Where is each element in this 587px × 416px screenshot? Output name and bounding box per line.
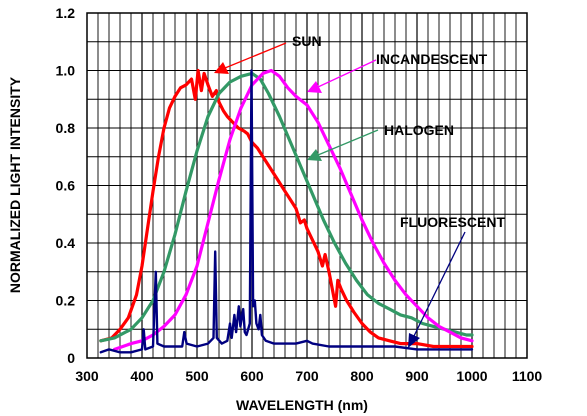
x-tick-label: 900 [405, 368, 429, 384]
x-axis-title: WAVELENGTH (nm) [236, 397, 368, 413]
annotation-sun-label: SUN [292, 33, 322, 49]
annotation-incandescent-arrow [317, 59, 377, 88]
series-line-sun [99, 68, 474, 349]
y-tick-label: 0 [67, 350, 75, 366]
annotation-fluorescent-arrow [413, 231, 466, 337]
x-tick-label: 700 [295, 368, 319, 384]
series-line-fluorescent [99, 69, 474, 354]
annotation-sun-arrow [224, 42, 287, 69]
annotation-fluorescent-label: FLUORESCENT [400, 214, 505, 230]
x-tick-label: 300 [75, 368, 99, 384]
y-tick-label: 0.8 [56, 120, 76, 136]
x-tick-label: 1000 [456, 368, 487, 384]
y-tick-label: 1.0 [56, 63, 76, 79]
annotation-sun: SUN [214, 33, 322, 74]
plot-frame [86, 12, 528, 359]
annotation-fluorescent-arrowhead [408, 333, 420, 348]
y-tick-label: 0.4 [56, 235, 76, 251]
annotation-halogen-arrowhead [307, 149, 322, 161]
x-tick-label: 600 [240, 368, 264, 384]
x-tick-label: 1100 [512, 368, 543, 384]
y-tick-label: 0.6 [56, 178, 76, 194]
annotation-halogen-arrow [317, 129, 379, 156]
series-layer [99, 68, 474, 354]
y-axis-title: NORMALIZED LIGHT INTENSITY [7, 76, 23, 293]
series-line-incandescent [112, 68, 474, 351]
annotation-halogen-label: HALOGEN [384, 122, 454, 138]
annotation-incandescent-label: INCANDESCENT [376, 51, 488, 67]
annotation-fluorescent: FLUORESCENT [400, 214, 505, 348]
y-tick-label: 0.2 [56, 293, 76, 309]
x-tick-label: 800 [350, 368, 374, 384]
annotation-halogen: HALOGEN [307, 122, 454, 161]
annotation-incandescent-arrowhead [307, 81, 322, 93]
x-tick-label: 400 [130, 368, 154, 384]
tick-labels: 300 400 500 600 700 800 900 1000 1100 0 0.2 0.4 0.6 0… [56, 5, 543, 384]
x-tick-label: 500 [185, 368, 209, 384]
series-line-halogen [99, 71, 474, 343]
y-tick-label: 1.2 [56, 5, 76, 21]
annotation-sun-arrowhead [214, 62, 229, 74]
annotation-incandescent: INCANDESCENT [307, 51, 488, 93]
